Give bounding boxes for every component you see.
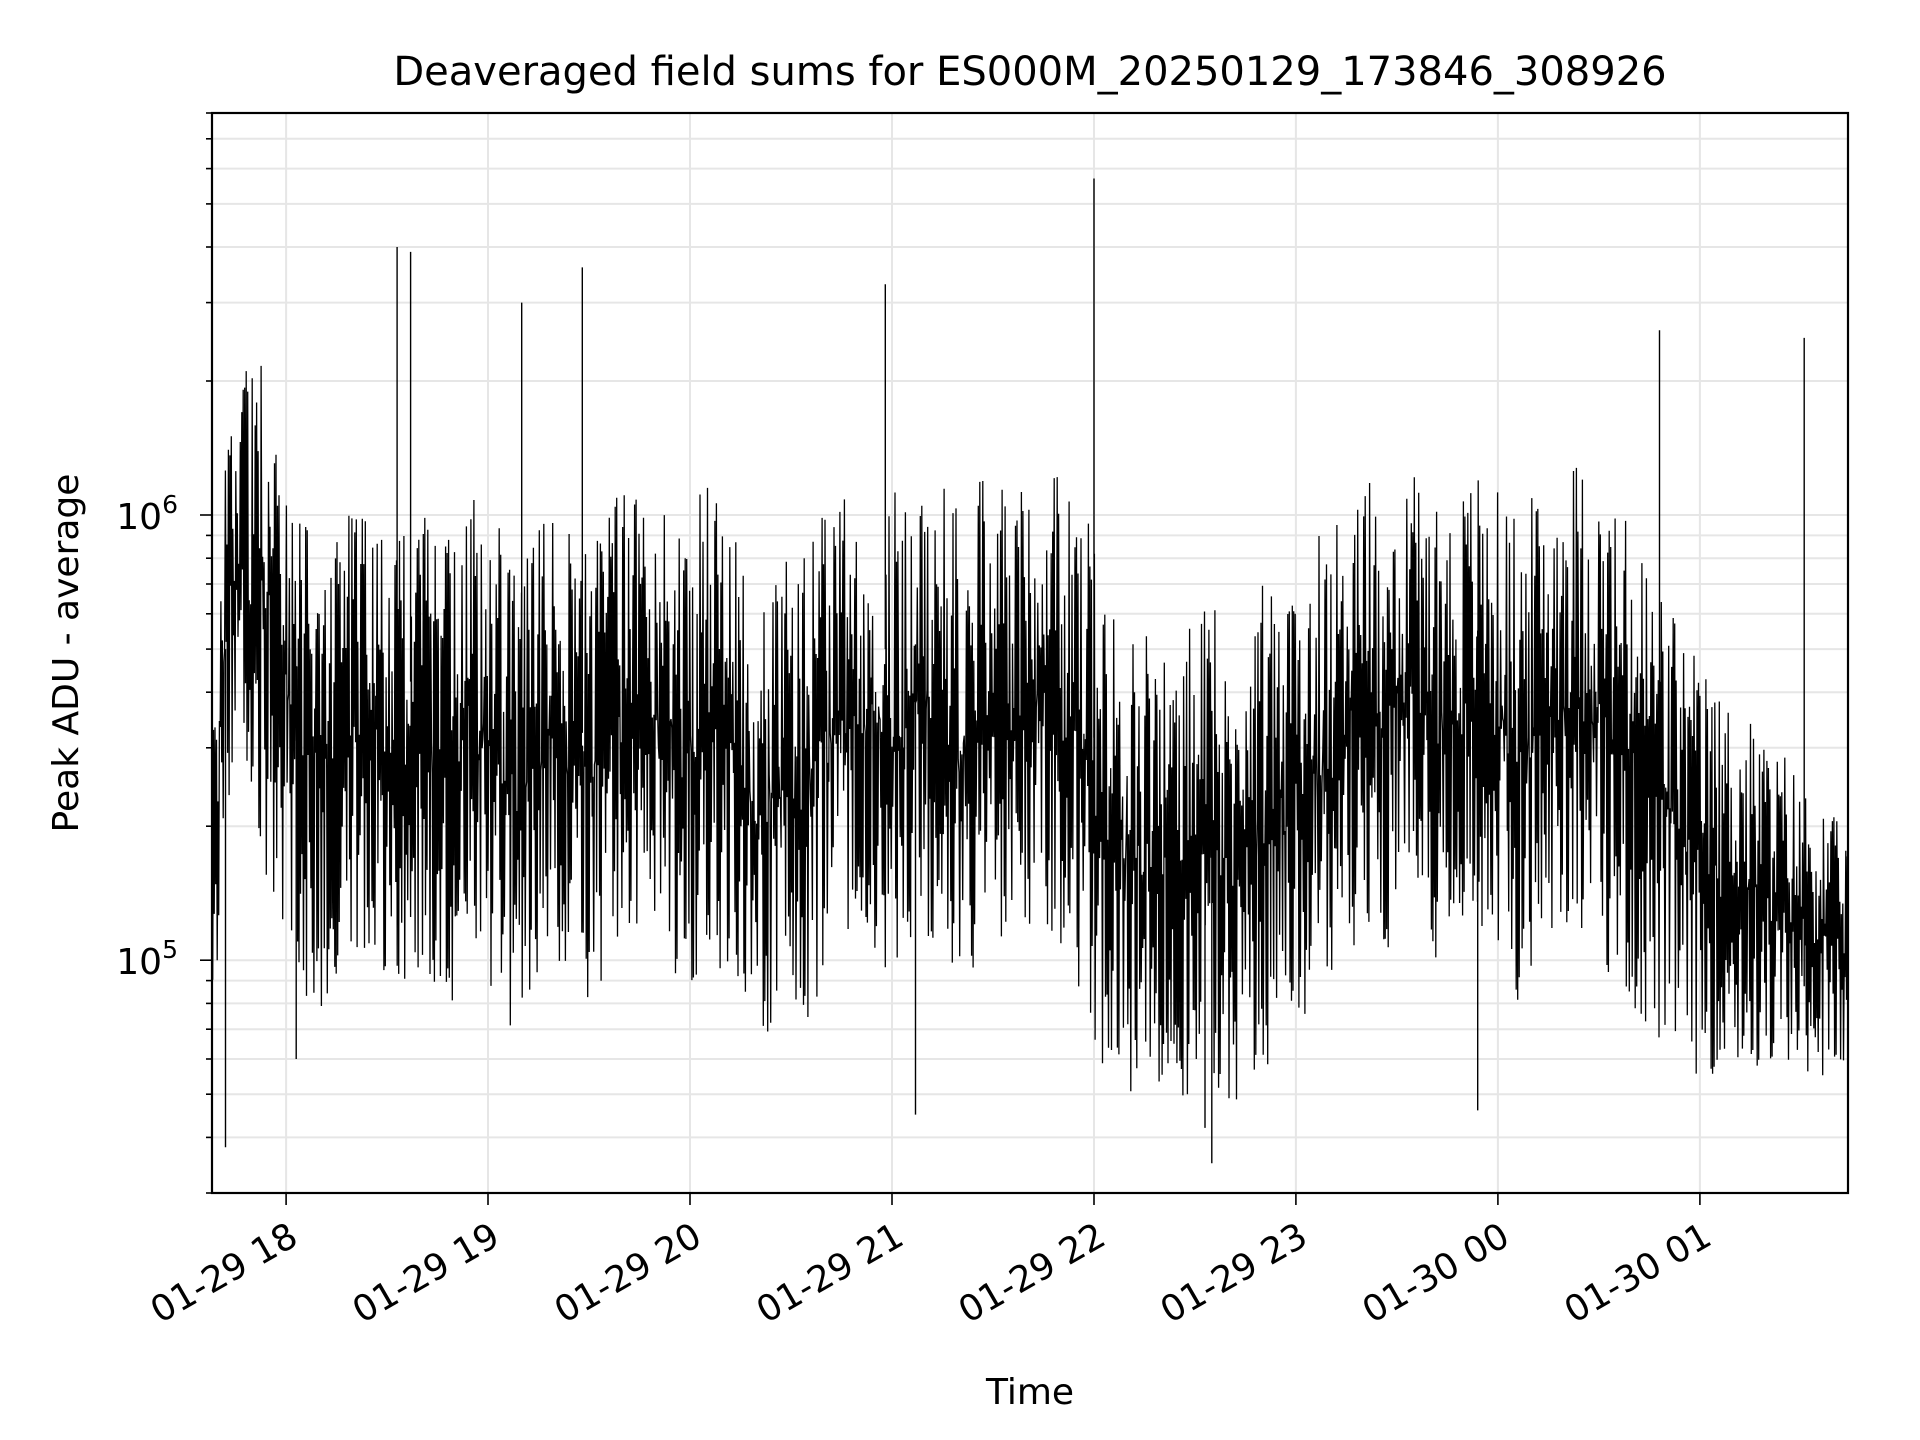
series-group [211, 178, 1849, 1164]
series-line [211, 365, 1849, 1100]
plot-frame [210, 111, 1850, 1195]
y-tick-label: 105 [116, 935, 178, 983]
y-axis-label: Peak ADU - average [46, 474, 87, 833]
x-axis-label: Time [985, 1372, 1074, 1413]
y-tick-label: 106 [116, 490, 178, 538]
chart-title: Deaveraged field sums for ES000M_2025012… [393, 49, 1666, 95]
y-axis-ticks: 105 106 [116, 112, 212, 1194]
